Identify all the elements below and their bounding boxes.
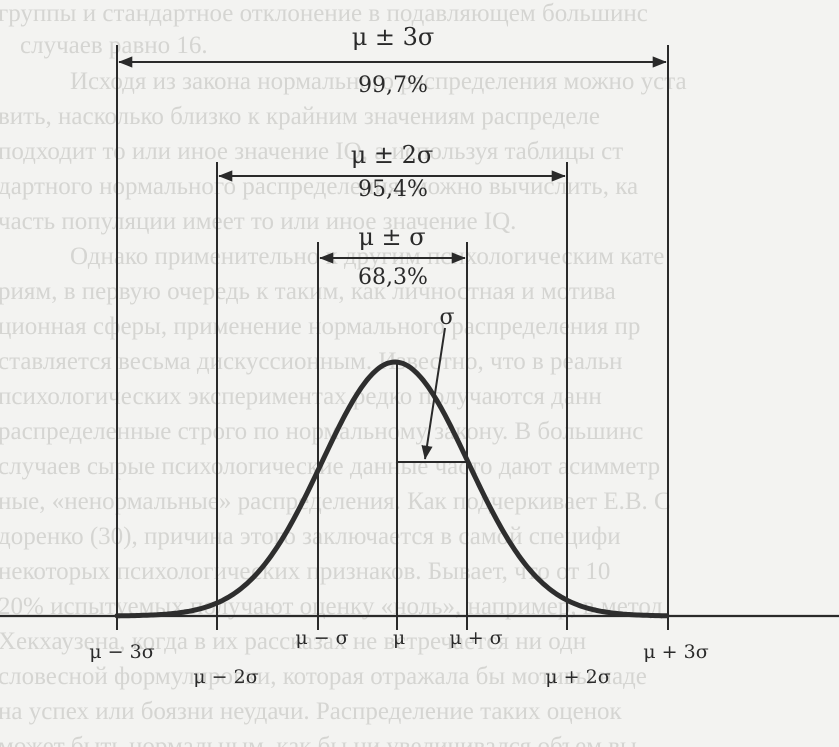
axis-label-mean: μ <box>393 627 405 649</box>
sigma-pointer-arrow <box>421 327 446 460</box>
axis-label-plus-3-sigma: μ + 3σ <box>643 641 708 663</box>
bg-line: Хекхаузена, когда в их рассказах не встр… <box>0 628 587 655</box>
axis-label-plus-2-sigma: μ + 2σ <box>545 666 610 688</box>
bg-line: ные, «ненормальные» распределения. Как п… <box>0 488 671 515</box>
three-sigma-label: μ ± 3σ <box>352 23 435 51</box>
one-sigma-label: μ ± σ <box>358 223 425 251</box>
one-sigma-percent: 68,3% <box>358 265 428 290</box>
two-sigma-label: μ ± 2σ <box>351 141 434 169</box>
bell-curve <box>114 359 670 619</box>
bg-line: группы и стандартное отклонение в подавл… <box>0 0 648 27</box>
bg-line: некоторых психологических признаков. Быв… <box>0 558 611 585</box>
axis-label-minus-2-sigma: μ − 2σ <box>193 666 258 688</box>
three-sigma-percent: 99,7% <box>358 73 428 98</box>
bg-line: на успех или боязни неудачи. Распределен… <box>0 698 622 725</box>
bg-line: подходит то или иное значение IQ, а испо… <box>0 138 624 165</box>
bg-line: Исходя из закона нормального распределен… <box>70 68 687 95</box>
bg-line: словесной формулировки, которая отражала… <box>0 663 647 690</box>
bg-line: ставляется весьма дискуссионным. Известн… <box>0 348 623 375</box>
axis-label-minus-3-sigma: μ − 3σ <box>89 641 154 663</box>
two-sigma-percent: 95,4% <box>358 177 428 202</box>
bg-line: риям, в первую очередь к таким, как личн… <box>0 278 616 305</box>
bg-line: психологических экспериментах редко полу… <box>0 383 602 410</box>
bg-line: случаев равно 16. <box>20 32 208 59</box>
bg-line: распределенные строго по нормальному зак… <box>0 418 644 445</box>
bg-line: вить, насколько близко к крайним значени… <box>0 103 601 130</box>
bg-line: доренко (30), причина этого заключается … <box>0 523 621 550</box>
bg-line: часть популяции имеет то или иное значен… <box>0 208 517 235</box>
bg-line: случаев сырые психологические данные час… <box>0 453 661 480</box>
bg-line: может быть нормальным, как бы ни увеличи… <box>0 733 637 747</box>
sigma-label: σ <box>439 305 454 330</box>
axis-label-minus-sigma: μ − σ <box>295 627 348 649</box>
axis-label-plus-sigma: μ + σ <box>449 627 502 649</box>
bg-line: ционная сферы, применение нормального ра… <box>0 313 641 340</box>
